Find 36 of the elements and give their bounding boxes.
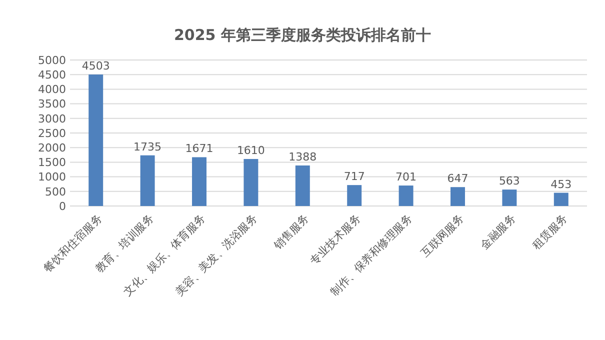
y-tick-label: 4000 [38,83,66,96]
x-tick-label: 销售服务 [270,212,312,253]
bar [450,187,465,206]
bar [192,157,206,206]
y-tick-label: 2500 [38,126,66,140]
bar [244,158,258,206]
y-tick-label: 0 [59,200,66,213]
bar [88,74,104,206]
data-label: 1610 [236,144,265,157]
data-label: 453 [550,178,572,191]
x-tick-label: 租赁服务 [530,212,570,252]
data-label: 1388 [288,150,317,164]
y-tick-label: 5000 [38,54,66,67]
y-tick-label: 1000 [38,170,66,184]
y-tick-label: 1500 [38,156,66,170]
y-tick-label: 4500 [38,68,66,82]
bar [554,192,568,206]
bar [398,186,414,206]
y-tick-label: 3500 [38,98,66,111]
data-label: 563 [498,174,520,188]
x-tick-label: 金融服务 [478,212,518,252]
data-label: 1671 [185,142,214,156]
data-label: 4503 [82,60,110,73]
x-tick-label: 互联网服务 [418,212,467,260]
data-label: 647 [447,172,468,186]
y-tick-label: 2000 [38,141,66,154]
chart-title: 2025 年第三季度服务类投诉排名前十 [174,26,431,44]
data-label: 717 [344,170,365,184]
bar [295,165,310,206]
bar [140,155,155,206]
y-tick-label: 500 [45,185,66,198]
bar [347,185,362,206]
data-label: 1735 [134,140,162,154]
bar [502,190,517,206]
y-tick-label: 3000 [38,112,66,126]
data-label: 701 [396,170,417,184]
